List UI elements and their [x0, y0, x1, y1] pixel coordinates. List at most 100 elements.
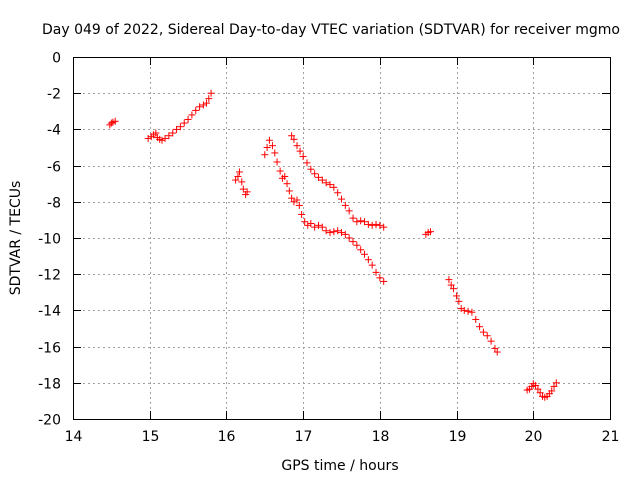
data-point	[199, 101, 207, 109]
data-point	[380, 223, 388, 231]
data-point	[265, 136, 273, 144]
y-tick-label: -16	[38, 341, 61, 357]
y-tick-label: -2	[47, 87, 61, 103]
data-point	[152, 129, 160, 137]
y-tick-label: -20	[38, 413, 61, 429]
data-point	[311, 170, 319, 178]
data-point	[307, 220, 315, 228]
data-point	[234, 172, 242, 180]
data-point	[372, 268, 380, 276]
data-point	[447, 281, 455, 289]
data-point	[476, 323, 484, 331]
data-point	[304, 221, 312, 229]
data-point	[341, 230, 349, 238]
data-points	[106, 89, 560, 401]
data-point	[361, 218, 369, 226]
x-tick-label: 14	[65, 429, 83, 445]
data-point	[281, 172, 289, 180]
data-point	[479, 328, 487, 336]
y-tick-label: -10	[38, 232, 61, 248]
data-point	[364, 256, 372, 264]
data-point	[536, 389, 544, 397]
data-point	[330, 228, 338, 236]
data-point	[487, 337, 495, 345]
data-point	[341, 201, 349, 209]
data-point	[372, 220, 380, 228]
data-point	[483, 332, 491, 340]
data-point	[176, 123, 184, 131]
data-point	[107, 119, 115, 127]
data-point	[196, 103, 204, 111]
data-point	[455, 297, 463, 305]
data-point	[261, 151, 269, 159]
axis-ticks: 14 15 16 17 18 19 20 21 0 -2 -4 -6 -8 -10 -12 -14 -16 -18…	[38, 51, 619, 446]
data-point	[276, 167, 284, 175]
data-point	[326, 229, 334, 237]
data-point	[263, 144, 271, 151]
data-point	[326, 181, 334, 189]
data-point	[314, 173, 322, 181]
data-point	[493, 348, 501, 356]
data-point	[273, 158, 281, 166]
data-point	[368, 261, 376, 269]
data-point	[303, 159, 311, 167]
data-point	[338, 229, 345, 237]
data-point	[288, 132, 296, 140]
data-point	[322, 227, 330, 235]
data-point	[165, 132, 173, 140]
y-tick-label: -18	[38, 377, 61, 393]
data-point	[334, 227, 342, 235]
data-point	[472, 315, 480, 323]
data-point	[207, 89, 215, 97]
x-tick-label: 16	[218, 429, 236, 445]
data-point	[283, 180, 291, 188]
data-point	[169, 129, 177, 137]
data-point	[380, 277, 388, 285]
data-point	[188, 111, 196, 119]
data-point	[426, 228, 434, 236]
data-point	[205, 95, 213, 103]
data-point	[345, 234, 353, 242]
data-point	[338, 195, 345, 203]
data-point	[534, 385, 542, 393]
data-point	[376, 274, 384, 282]
x-tick-label: 15	[142, 429, 160, 445]
data-point	[460, 306, 468, 314]
y-tick-label: -4	[47, 123, 61, 139]
data-point	[368, 221, 376, 229]
data-point	[349, 214, 357, 222]
data-point	[232, 176, 240, 184]
data-point	[296, 147, 304, 155]
y-tick-label: -12	[38, 268, 61, 284]
data-point	[445, 276, 453, 284]
data-point	[295, 201, 303, 209]
data-point	[450, 285, 458, 293]
data-point	[158, 136, 166, 144]
data-point	[299, 153, 307, 161]
data-point	[532, 382, 540, 390]
data-point	[290, 198, 298, 206]
data-point	[330, 183, 338, 191]
data-point	[268, 142, 276, 150]
data-point	[290, 135, 298, 143]
data-point	[180, 119, 188, 127]
data-point	[468, 308, 476, 316]
data-point	[307, 165, 315, 173]
data-point	[552, 379, 560, 387]
data-point	[144, 134, 152, 142]
y-tick-label: -14	[38, 304, 61, 320]
data-point	[285, 187, 293, 195]
data-point	[357, 246, 365, 254]
data-point	[111, 117, 119, 125]
x-tick-label: 18	[372, 429, 390, 445]
data-point	[192, 106, 200, 114]
data-point	[334, 189, 342, 197]
y-tick-label: -8	[47, 196, 61, 212]
grid	[73, 57, 610, 419]
data-point	[271, 149, 279, 157]
x-tick-label: 20	[525, 429, 543, 445]
data-point	[243, 188, 251, 196]
data-point	[239, 185, 247, 193]
